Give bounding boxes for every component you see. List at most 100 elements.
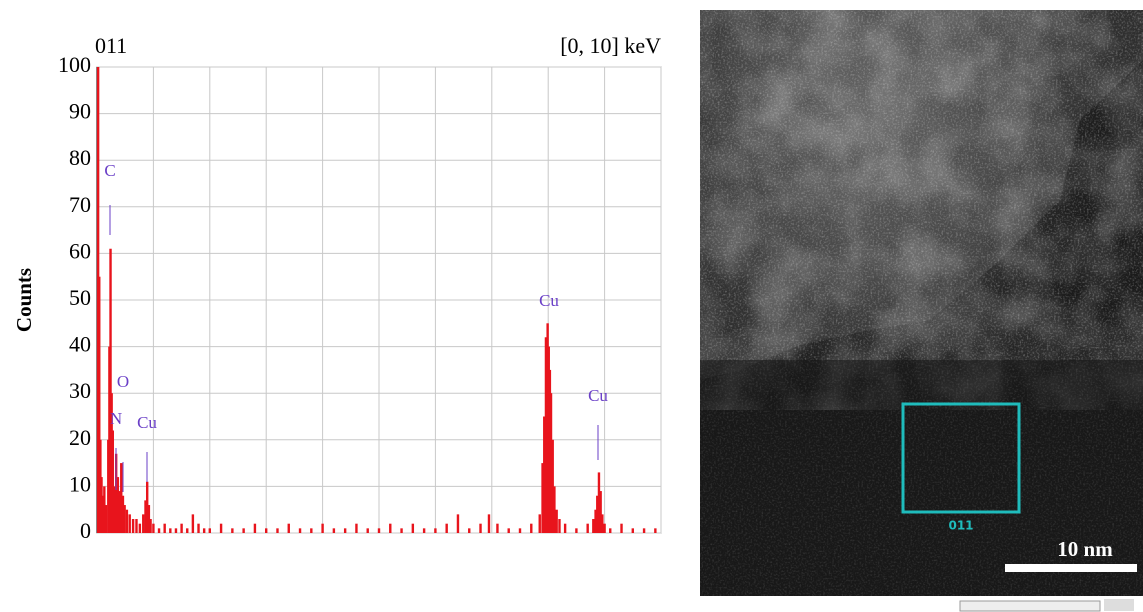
scale-bar <box>1005 564 1137 572</box>
y-tick-label: 70 <box>69 192 91 217</box>
spectrum-bar <box>596 495 599 533</box>
spectrum-bar <box>594 509 597 533</box>
spectrum-bar <box>518 528 522 533</box>
annotations: C ON Cu Cu Cu <box>104 161 608 492</box>
spectrum-bar <box>116 477 120 533</box>
spectrum-bar <box>123 505 126 533</box>
spectrum-bar <box>544 337 548 533</box>
peak-label: N <box>110 409 122 428</box>
spectrum-bar <box>620 523 623 533</box>
spectrum-bar <box>169 528 172 533</box>
spectrum-bar <box>563 523 567 533</box>
spectrum-bar <box>597 472 601 533</box>
spectrum-bar <box>530 523 533 533</box>
spectrum-bar <box>231 528 234 533</box>
spectrum-bar <box>575 528 578 533</box>
peak-label: Cu <box>137 413 157 432</box>
spectrum-bar <box>298 528 302 533</box>
spectrum-bar <box>109 248 112 534</box>
spectrum-bar <box>135 519 138 533</box>
roi-label: 011 <box>948 519 973 533</box>
spectrum-bar <box>456 514 460 533</box>
spectrum-bar <box>276 528 279 533</box>
spectrum-bar <box>343 528 347 533</box>
spectrum-bar <box>468 528 471 533</box>
spectrum-bar <box>128 514 131 533</box>
spectrum-bar <box>601 514 604 533</box>
y-tick-label: 50 <box>69 285 91 310</box>
spectrum-bar <box>174 528 178 533</box>
chart-title: 011 <box>95 33 127 58</box>
spectrum-bar <box>389 523 392 533</box>
peak-label: O <box>117 372 129 391</box>
spectrum-bar <box>242 528 245 533</box>
spectrum-bar <box>377 528 381 533</box>
spectrum <box>96 67 657 534</box>
spectrum-bar <box>400 528 403 533</box>
spectrum-bar <box>101 495 104 533</box>
spectrum-bar <box>487 514 491 533</box>
y-tick-label: 30 <box>69 378 91 403</box>
spectrum-bar <box>163 523 166 533</box>
spectrum-bar <box>191 514 195 533</box>
spectrum-bar <box>103 486 106 533</box>
micrograph <box>700 10 1143 596</box>
spectrum-bar <box>152 523 155 533</box>
spectrum-bar <box>507 528 510 533</box>
spectrum-bar <box>180 523 183 533</box>
y-tick-label: 90 <box>69 99 91 124</box>
spectrum-bar <box>121 495 125 533</box>
spectrum-bar <box>599 491 602 533</box>
spectrum-bar <box>445 523 448 533</box>
spectrum-bar <box>118 491 121 533</box>
spectrum-bar <box>208 528 211 533</box>
spectrum-bar <box>642 528 646 533</box>
spectrum-bar <box>366 528 369 533</box>
spectrum-bar <box>543 416 546 533</box>
roi-box <box>901 402 1021 514</box>
scale-bar-label: 10 nm <box>1057 537 1113 561</box>
y-tick-label: 0 <box>80 518 91 543</box>
spectrum-bar <box>157 528 161 533</box>
spectrum-bar <box>332 528 336 533</box>
spectrum-bar <box>422 528 426 533</box>
chart-subtitle: [0, 10] keV <box>560 33 661 58</box>
peak-label: Cu <box>588 386 608 405</box>
spectrum-bar <box>197 523 200 533</box>
spectrum-bar <box>144 500 147 533</box>
spectrum-bar <box>479 523 482 533</box>
spectrum-bar <box>603 523 606 533</box>
image-toolbar <box>959 600 1101 612</box>
image-toolbar-button <box>1104 599 1134 611</box>
spectrum-bar <box>434 528 437 533</box>
y-tick-label: 100 <box>58 52 91 77</box>
spectrum-bar <box>592 519 595 533</box>
spectrum-bar <box>265 528 268 533</box>
spectrum-bar <box>114 453 118 533</box>
spectrum-bar <box>145 481 149 533</box>
spectrum-bar <box>541 463 544 533</box>
spectrum-bar <box>654 528 657 533</box>
spectrum-bar <box>202 528 206 533</box>
spectrum-bar <box>98 276 101 533</box>
spectrum-bar <box>149 519 152 533</box>
y-tick-label: 40 <box>69 332 91 357</box>
spectrum-bar <box>287 523 290 533</box>
y-tick-label: 10 <box>69 471 91 496</box>
spectrum-bar <box>310 528 313 533</box>
spectrum-bar <box>549 393 553 533</box>
spectrum-bar <box>553 486 556 533</box>
y-axis-label: Counts <box>12 268 36 332</box>
spectrum-bar <box>120 463 123 533</box>
spectrum-bar <box>125 509 129 533</box>
y-tick-label: 60 <box>69 238 91 263</box>
spectrum-bar <box>538 514 541 533</box>
spectrum-bar <box>186 528 189 533</box>
spectrum-bar <box>104 505 108 533</box>
spectrum-bar <box>111 430 114 533</box>
spectrum-bar <box>321 523 324 533</box>
spectrum-bar <box>586 523 589 533</box>
peak-label: Cu <box>539 291 559 310</box>
spectrum-bar <box>609 528 612 533</box>
